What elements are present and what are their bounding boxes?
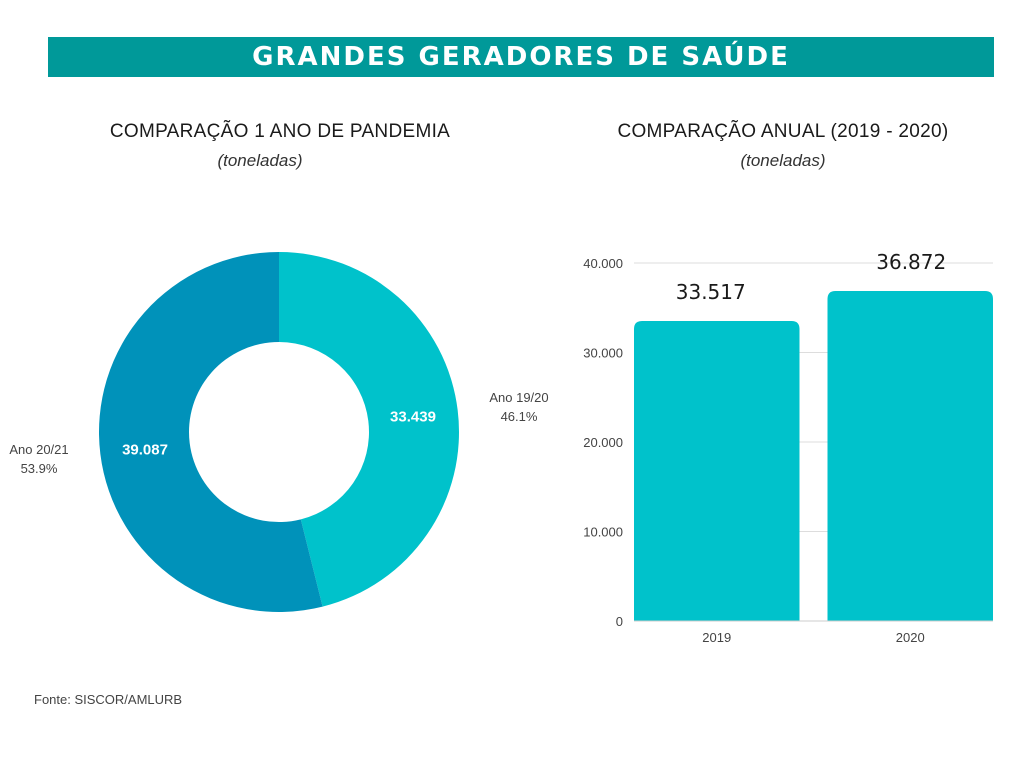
slice-label-ano-20-21: Ano 20/21 53.9% [0, 440, 78, 478]
x-tick-label-2020: 2020 [896, 630, 925, 645]
bar-value-label-2020: 36.872 [876, 250, 946, 274]
y-tick-label-4: 40.000 [583, 256, 623, 271]
bar-2019 [634, 321, 800, 621]
donut-chart-title: COMPARAÇÃO 1 ANO DE PANDEMIA [109, 121, 451, 142]
slice-name-ano-20-21: Ano 20/21 [9, 442, 69, 457]
bar-chart-subtitle: (toneladas) [740, 151, 826, 170]
donut-slice-1 [99, 252, 323, 612]
slice-name-ano-19-20: Ano 19/20 [489, 390, 549, 405]
title-banner: GRANDES GERADORES DE SAÚDE [48, 37, 994, 77]
donut-slice-0 [279, 252, 460, 607]
y-tick-label-1: 10.000 [583, 525, 623, 540]
donut-chart-subtitle: (toneladas) [217, 151, 303, 170]
y-tick-label-3: 30.000 [583, 346, 623, 361]
bar-2020 [827, 290, 993, 621]
y-tick-label-2: 20.000 [583, 435, 623, 450]
source-note: Fonte: SISCOR/AMLURB [34, 692, 183, 707]
slice-percent-ano-20-21: 53.9% [20, 461, 58, 476]
slice-percent-ano-19-20: 46.1% [500, 409, 538, 424]
slice-label-ano-19-20: Ano 19/20 46.1% [478, 388, 560, 426]
bar-value-label-2019: 33.517 [676, 280, 746, 304]
y-tick-label-0: 0 [616, 614, 623, 629]
x-tick-label-2019: 2019 [702, 630, 731, 645]
bar-chart-title: COMPARAÇÃO ANUAL (2019 - 2020) [617, 121, 949, 142]
donut-value-label-0: 33.439 [390, 409, 436, 426]
donut-value-label-1: 39.087 [122, 441, 168, 458]
page-title: GRANDES GERADORES DE SAÚDE [252, 42, 790, 72]
